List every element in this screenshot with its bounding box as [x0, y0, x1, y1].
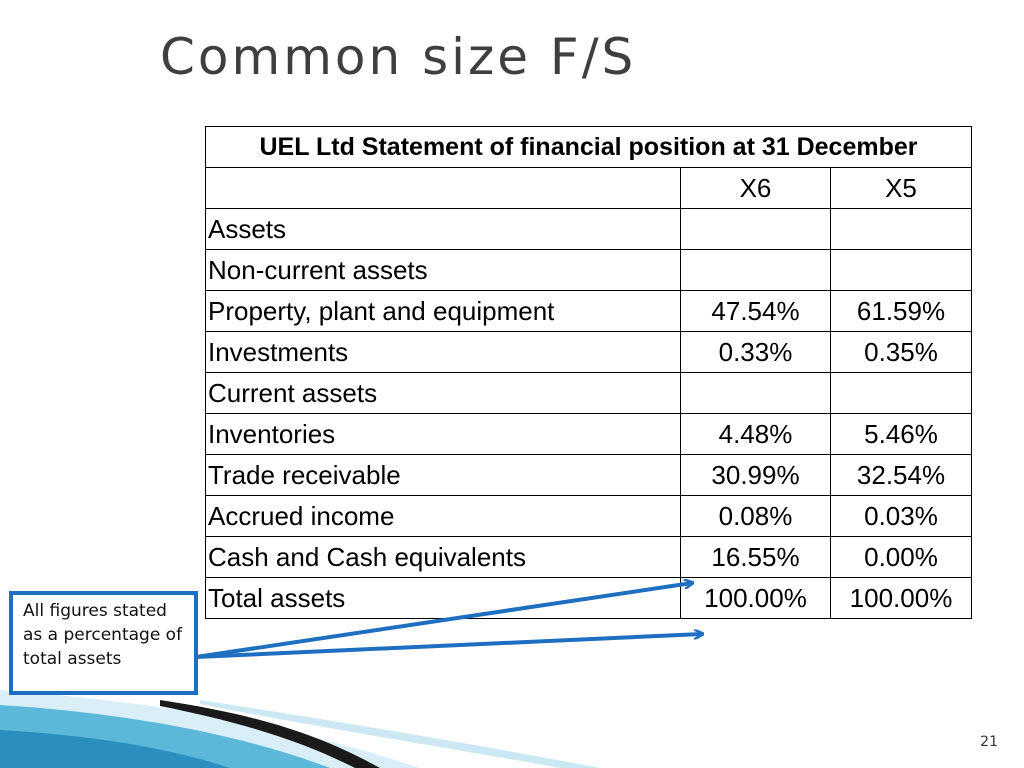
cell-x6: 47.54% [680, 290, 831, 332]
cell-x6: 4.48% [680, 413, 831, 455]
table-row: Accrued income 0.08% 0.03% [205, 495, 972, 537]
row-label: Assets [205, 208, 681, 250]
column-header-label [205, 167, 681, 209]
table-row: Property, plant and equipment 47.54% 61.… [205, 290, 972, 332]
slide-title: Common size F/S [160, 28, 637, 86]
cell-x5: 61.59% [830, 290, 972, 332]
cell-x6: 0.33% [680, 331, 831, 373]
callout-note: All figures stated as a percentage of to… [9, 591, 198, 695]
row-label: Inventories [205, 413, 681, 455]
table-row: Inventories 4.48% 5.46% [205, 413, 972, 455]
row-label: Non-current assets [205, 249, 681, 291]
table-row: Trade receivable 30.99% 32.54% [205, 454, 972, 496]
arrow-to-total-row [195, 583, 692, 659]
table-row: Assets [205, 208, 972, 250]
cell-x6: 0.08% [680, 495, 831, 537]
table-row-total: Total assets 100.00% 100.00% [205, 577, 972, 619]
column-header-x6: X6 [680, 167, 831, 209]
table-column-header-row: X6 X5 [205, 167, 972, 209]
page-number: 21 [980, 734, 998, 750]
column-header-x5: X5 [830, 167, 972, 209]
cell-x6: 100.00% [680, 577, 831, 619]
row-label: Property, plant and equipment [205, 290, 681, 332]
cell-x5: 32.54% [830, 454, 972, 496]
table-title: UEL Ltd Statement of financial position … [205, 126, 972, 168]
cell-x6: 16.55% [680, 536, 831, 578]
table-row: Cash and Cash equivalents 16.55% 0.00% [205, 536, 972, 578]
cell-x5: 5.46% [830, 413, 972, 455]
cell-x6: 30.99% [680, 454, 831, 496]
cell-x5 [830, 249, 972, 291]
table-row: Investments 0.33% 0.35% [205, 331, 972, 373]
row-label: Investments [205, 331, 681, 373]
table-row: Non-current assets [205, 249, 972, 291]
cell-x5: 100.00% [830, 577, 972, 619]
row-label: Cash and Cash equivalents [205, 536, 681, 578]
row-label: Accrued income [205, 495, 681, 537]
financial-position-table: UEL Ltd Statement of financial position … [205, 126, 972, 619]
arrow-below-table [195, 634, 702, 659]
row-label: Trade receivable [205, 454, 681, 496]
table-header-row: UEL Ltd Statement of financial position … [205, 126, 972, 168]
cell-x5: 0.00% [830, 536, 972, 578]
